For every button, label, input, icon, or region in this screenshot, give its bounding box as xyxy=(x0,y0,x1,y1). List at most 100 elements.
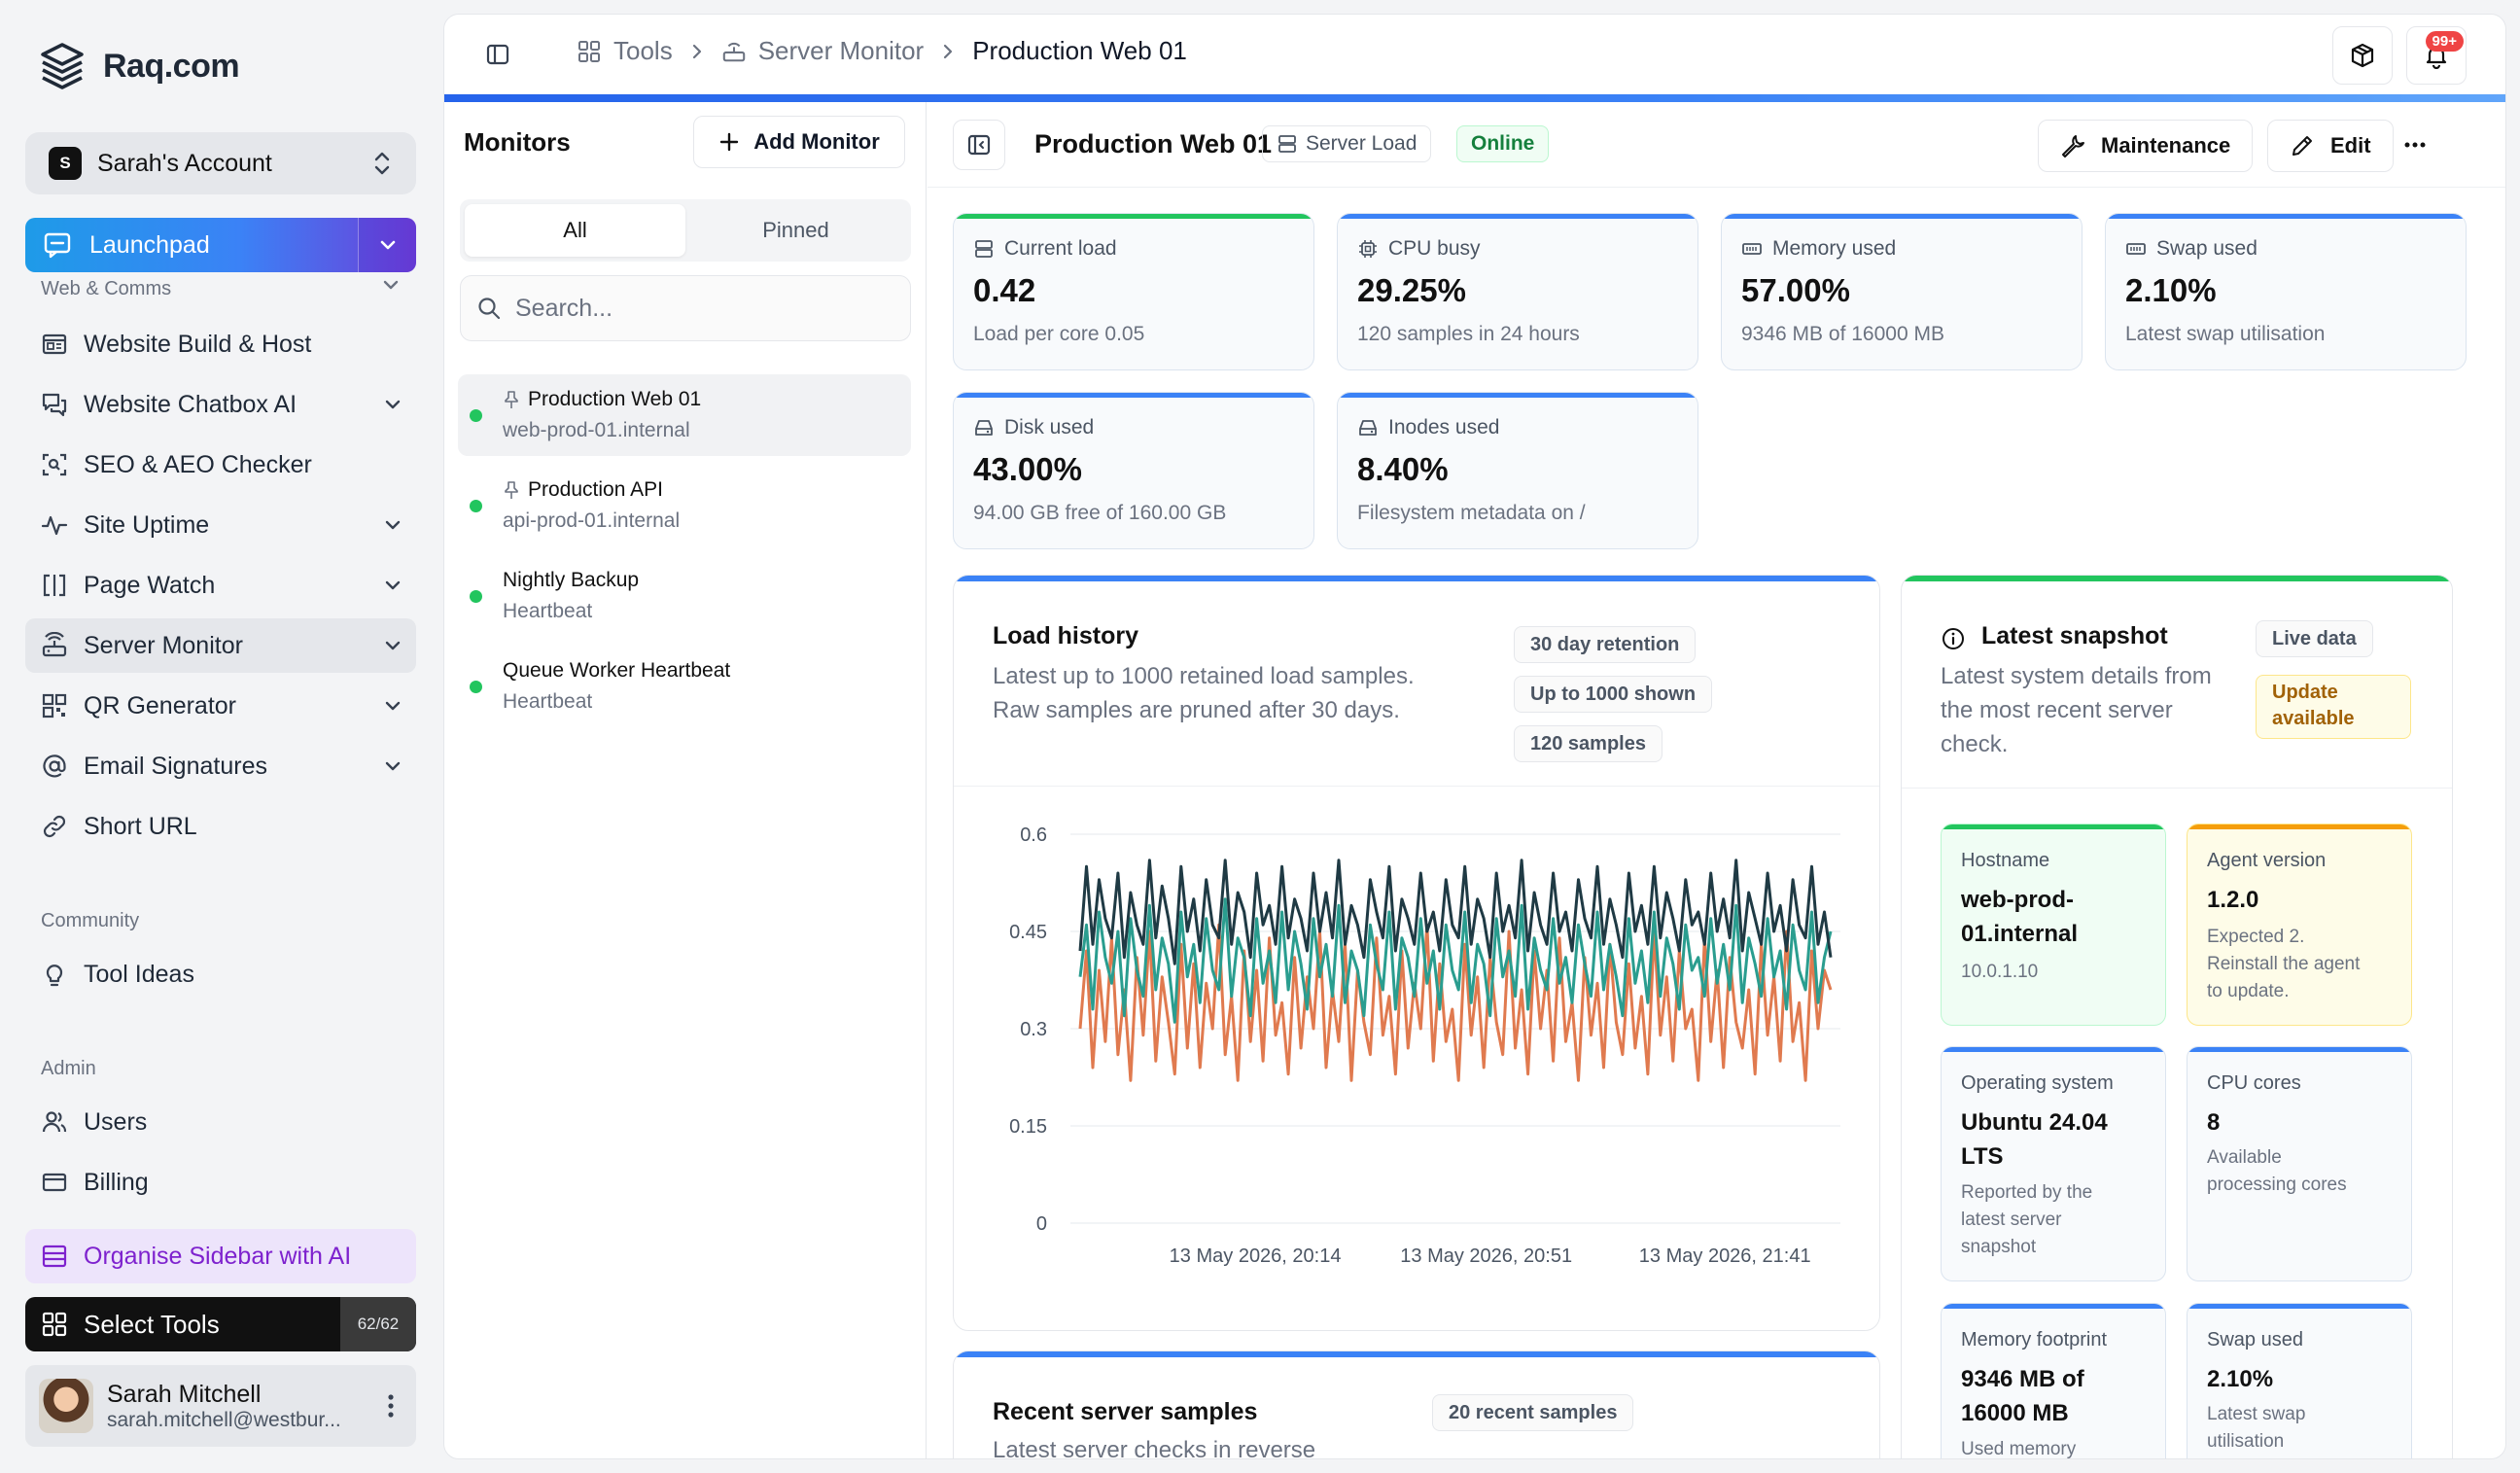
shown-tag: Up to 1000 shown xyxy=(1514,676,1713,713)
organise-sidebar-ai-button[interactable]: Organise Sidebar with AI xyxy=(25,1229,416,1283)
stat-label: CPU busy xyxy=(1388,237,1481,260)
at-sign-icon xyxy=(41,753,68,780)
monitor-name: Nightly Backup xyxy=(503,569,640,591)
sidebar-item-users[interactable]: Users xyxy=(25,1095,416,1149)
main-panel: Tools Server Monitor Production Web 01 9… xyxy=(443,14,2506,1459)
sub-line: snapshot xyxy=(1961,1237,2037,1257)
add-monitor-label: Add Monitor xyxy=(753,129,880,154)
recent-samples-tag: 20 recent samples xyxy=(1432,1394,1634,1431)
load-history-description: Latest up to 1000 retained load samples.… xyxy=(993,659,1415,727)
router-icon xyxy=(41,632,68,659)
load-history-desc-line: Raw samples are pruned after 30 days. xyxy=(993,697,1400,723)
launchpad-label: Launchpad xyxy=(89,230,210,259)
monitor-list-item[interactable]: Queue Worker Heartbeat Heartbeat xyxy=(458,646,911,727)
sidebar-item-website-build[interactable]: Website Build & Host xyxy=(25,317,416,371)
collapse-list-button[interactable] xyxy=(953,120,1005,170)
monitor-list-item[interactable]: Production API api-prod-01.internal xyxy=(458,465,911,546)
snapshot-item-sub: Reported by the latest server snapshot xyxy=(1961,1179,2159,1261)
sidebar-item-label: Billing xyxy=(84,1168,149,1196)
maintenance-button[interactable]: Maintenance xyxy=(2038,120,2254,172)
package-icon xyxy=(2349,42,2376,69)
y-tick-label: 0.3 xyxy=(1020,1019,1047,1040)
samples-tag: 120 samples xyxy=(1514,725,1662,762)
tab-pinned[interactable]: Pinned xyxy=(762,218,829,242)
sidebar-item-email-signatures[interactable]: Email Signatures xyxy=(25,739,416,793)
sidebar-item-seo-checker[interactable]: SEO & AEO Checker xyxy=(25,438,416,492)
sub-line: Available xyxy=(2207,1147,2282,1168)
status-dot xyxy=(470,409,482,422)
package-button[interactable] xyxy=(2332,26,2393,85)
sidebar-item-page-watch[interactable]: Page Watch xyxy=(25,558,416,613)
snapshot-swap-used: Swap used 2.10% Latest swap utilisation xyxy=(2187,1303,2412,1458)
user-name: Sarah Mitchell xyxy=(107,1380,262,1408)
snapshot-item-value: 2.10% xyxy=(2207,1362,2401,1396)
sidebar-item-label: Server Monitor xyxy=(84,631,243,659)
sidebar-item-label: Short URL xyxy=(84,812,197,840)
more-vertical-icon[interactable] xyxy=(387,1393,395,1419)
update-available-badge[interactable]: Update available xyxy=(2256,675,2411,739)
snapshot-cpu-cores: CPU cores 8 Available processing cores xyxy=(2187,1046,2412,1281)
snapshot-memory-footprint: Memory footprint 9346 MB of 16000 MB Used… xyxy=(1941,1303,2166,1458)
sidebar-item-tool-ideas[interactable]: Tool Ideas xyxy=(25,947,416,1001)
value-line: 16000 MB xyxy=(1961,1400,2069,1426)
chat-icon xyxy=(43,231,72,259)
breadcrumb-tools[interactable]: Tools xyxy=(577,36,673,66)
sidebar-toggle-icon[interactable] xyxy=(485,42,510,67)
snapshot-item-value: 9346 MB of 16000 MB xyxy=(1961,1362,2155,1430)
snapshot-operating-system: Operating system Ubuntu 24.04 LTS Reporte… xyxy=(1941,1046,2166,1281)
monitor-name: Production Web 01 xyxy=(528,388,702,410)
user-profile-card[interactable]: Sarah Mitchell sarah.mitchell@westbur... xyxy=(25,1365,416,1447)
group-web-comms-label: Web & Comms xyxy=(41,278,172,299)
more-horizontal-icon[interactable] xyxy=(2403,141,2427,149)
update-available-line: Update xyxy=(2272,682,2338,703)
load-history-desc-line: Latest up to 1000 retained load samples. xyxy=(993,663,1415,689)
chevron-down-icon xyxy=(383,579,402,592)
stat-value: 2.10% xyxy=(2125,272,2217,308)
snapshot-item-value: web-prod- 01.internal xyxy=(1961,883,2155,951)
sidebar-item-server-monitor[interactable]: Server Monitor xyxy=(25,618,416,673)
pin-icon xyxy=(503,480,520,500)
recent-samples-title: Recent server samples xyxy=(993,1398,1258,1425)
user-email: sarah.mitchell@westbur... xyxy=(107,1408,341,1431)
edit-button[interactable]: Edit xyxy=(2267,120,2394,172)
monitor-list-item[interactable]: Nightly Backup Heartbeat xyxy=(458,555,911,637)
monitor-type-label: Server Load xyxy=(1306,132,1418,155)
notification-count-badge: 99+ xyxy=(2425,31,2464,52)
monitor-host: api-prod-01.internal xyxy=(503,509,681,532)
monitor-name: Production API xyxy=(528,478,663,501)
group-web-comms[interactable]: Web & Comms xyxy=(41,278,401,300)
account-switcher[interactable]: S Sarah's Account xyxy=(25,132,416,194)
monitors-title: Monitors xyxy=(464,127,571,157)
sidebar-item-site-uptime[interactable]: Site Uptime xyxy=(25,498,416,552)
sidebar-item-short-url[interactable]: Short URL xyxy=(25,799,416,854)
select-tools-button[interactable]: Select Tools 62/62 xyxy=(25,1297,416,1351)
brand-logo[interactable]: Raq.com xyxy=(35,39,240,93)
notifications-button[interactable]: 99+ xyxy=(2406,26,2467,85)
add-monitor-button[interactable]: Add Monitor xyxy=(693,116,905,168)
server-icon xyxy=(973,238,995,260)
page-compare-icon xyxy=(41,572,68,599)
launchpad-button[interactable]: Launchpad xyxy=(25,218,416,272)
monitor-host: Heartbeat xyxy=(503,690,593,713)
breadcrumb: Tools Server Monitor Production Web 01 xyxy=(577,36,1187,66)
search-input[interactable] xyxy=(515,294,885,323)
stat-label: Inodes used xyxy=(1388,416,1500,438)
search-icon xyxy=(476,296,502,321)
sidebar-item-qr-generator[interactable]: QR Generator xyxy=(25,679,416,733)
sidebar-item-website-chatbox[interactable]: Website Chatbox AI xyxy=(25,377,416,432)
status-dot xyxy=(470,500,482,512)
snapshot-item-value: Ubuntu 24.04 LTS xyxy=(1961,1105,2155,1174)
monitor-detail: Production Web 01 Server Load Online Mai… xyxy=(928,102,2505,1458)
sidebar-item-label: Tool Ideas xyxy=(84,960,194,988)
value-line: web-prod- xyxy=(1961,887,2074,913)
snapshot-title: Latest snapshot xyxy=(1981,622,2168,649)
tab-all[interactable]: All xyxy=(465,204,685,257)
sidebar-item-billing[interactable]: Billing xyxy=(25,1155,416,1210)
breadcrumb-server-monitor[interactable]: Server Monitor xyxy=(721,36,924,66)
monitor-list-item[interactable]: Production Web 01 web-prod-01.internal xyxy=(458,374,911,456)
launchpad-expand-toggle[interactable] xyxy=(358,218,416,272)
stat-memory-used: Memory used 57.00% 9346 MB of 16000 MB xyxy=(1721,213,2082,370)
logo-icon xyxy=(35,39,89,93)
stat-sub: 94.00 GB free of 160.00 GB xyxy=(973,502,1227,524)
sidebar-item-label: QR Generator xyxy=(84,691,237,719)
